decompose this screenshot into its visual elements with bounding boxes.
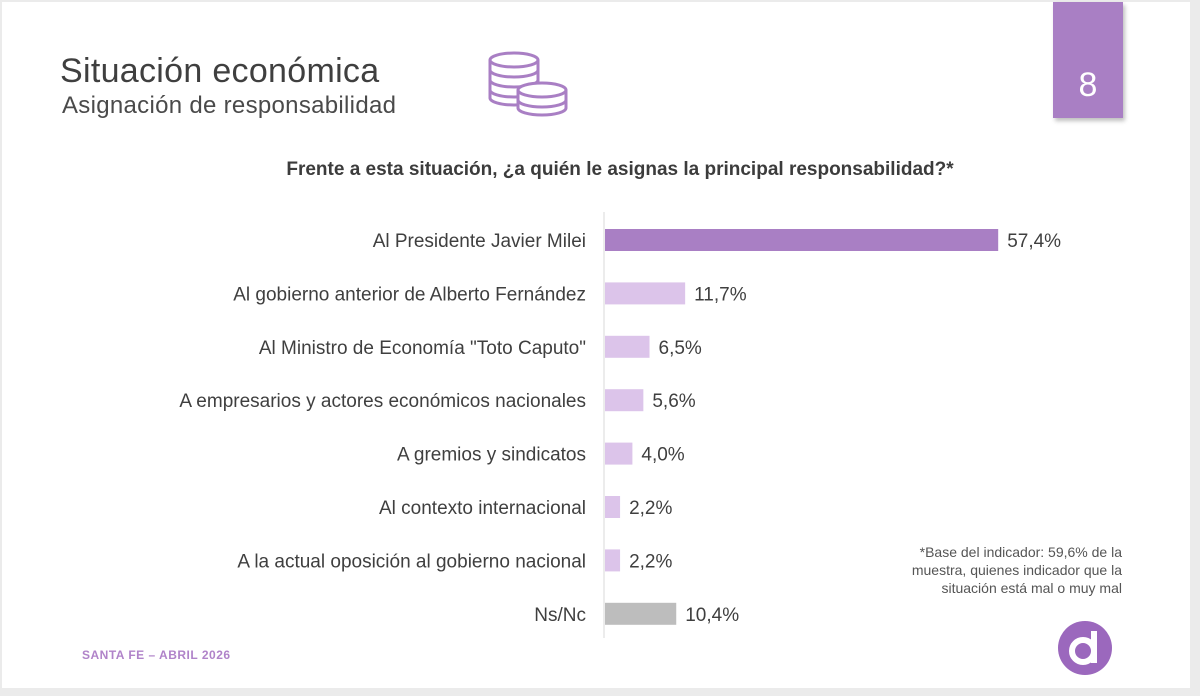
data-label: 2,2%	[629, 551, 672, 572]
bar	[605, 549, 621, 572]
category-label: Ns/Nc	[534, 605, 586, 626]
category-label: A empresarios y actores económicos nacio…	[179, 391, 586, 412]
category-label: A la actual oposición al gobierno nacion…	[237, 551, 586, 572]
footnote-line: *Base del indicador: 59,6% de la	[919, 544, 1122, 560]
category-label: Al Presidente Javier Milei	[373, 231, 586, 252]
coins-icon	[488, 51, 568, 117]
chart-question: Frente a esta situación, ¿a quién le asi…	[286, 159, 954, 180]
footer-location-date: SANTA FE – ABRIL 2026	[82, 648, 231, 662]
data-label: 11,7%	[694, 284, 747, 305]
bar	[605, 602, 677, 625]
data-label: 2,2%	[629, 498, 672, 519]
bar	[605, 442, 633, 465]
page-number: 8	[1078, 66, 1098, 104]
footnote-line: situación está mal o muy mal	[941, 580, 1122, 596]
bar	[605, 389, 644, 412]
bar	[605, 335, 650, 358]
category-label: Al gobierno anterior de Alberto Fernánde…	[233, 284, 586, 305]
bar	[605, 282, 686, 305]
d-logo-icon	[1058, 621, 1112, 675]
data-label: 6,5%	[659, 338, 702, 359]
data-label: 4,0%	[641, 445, 684, 466]
page-subtitle: Asignación de responsabilidad	[62, 92, 397, 119]
data-label: 5,6%	[652, 391, 695, 412]
category-label: A gremios y sindicatos	[397, 445, 586, 466]
page-title: Situación económica	[60, 52, 380, 90]
bar	[605, 496, 621, 518]
category-label: Al contexto internacional	[379, 498, 586, 519]
footnote-line: muestra, quienes indicador que la	[911, 562, 1122, 578]
data-label: 57,4%	[1007, 231, 1061, 252]
bar	[605, 229, 999, 251]
footnote: *Base del indicador: 59,6% de la muestra…	[802, 543, 1122, 597]
category-label: Al Ministro de Economía "Toto Caputo"	[259, 338, 586, 359]
data-label: 10,4%	[685, 605, 739, 626]
bar-chart: Al Presidente Javier Milei 57,4% Al gobier…	[179, 212, 1061, 638]
page-number-box: 8	[1053, 2, 1123, 118]
slide: Situación económica Asignación de respon…	[2, 2, 1190, 688]
